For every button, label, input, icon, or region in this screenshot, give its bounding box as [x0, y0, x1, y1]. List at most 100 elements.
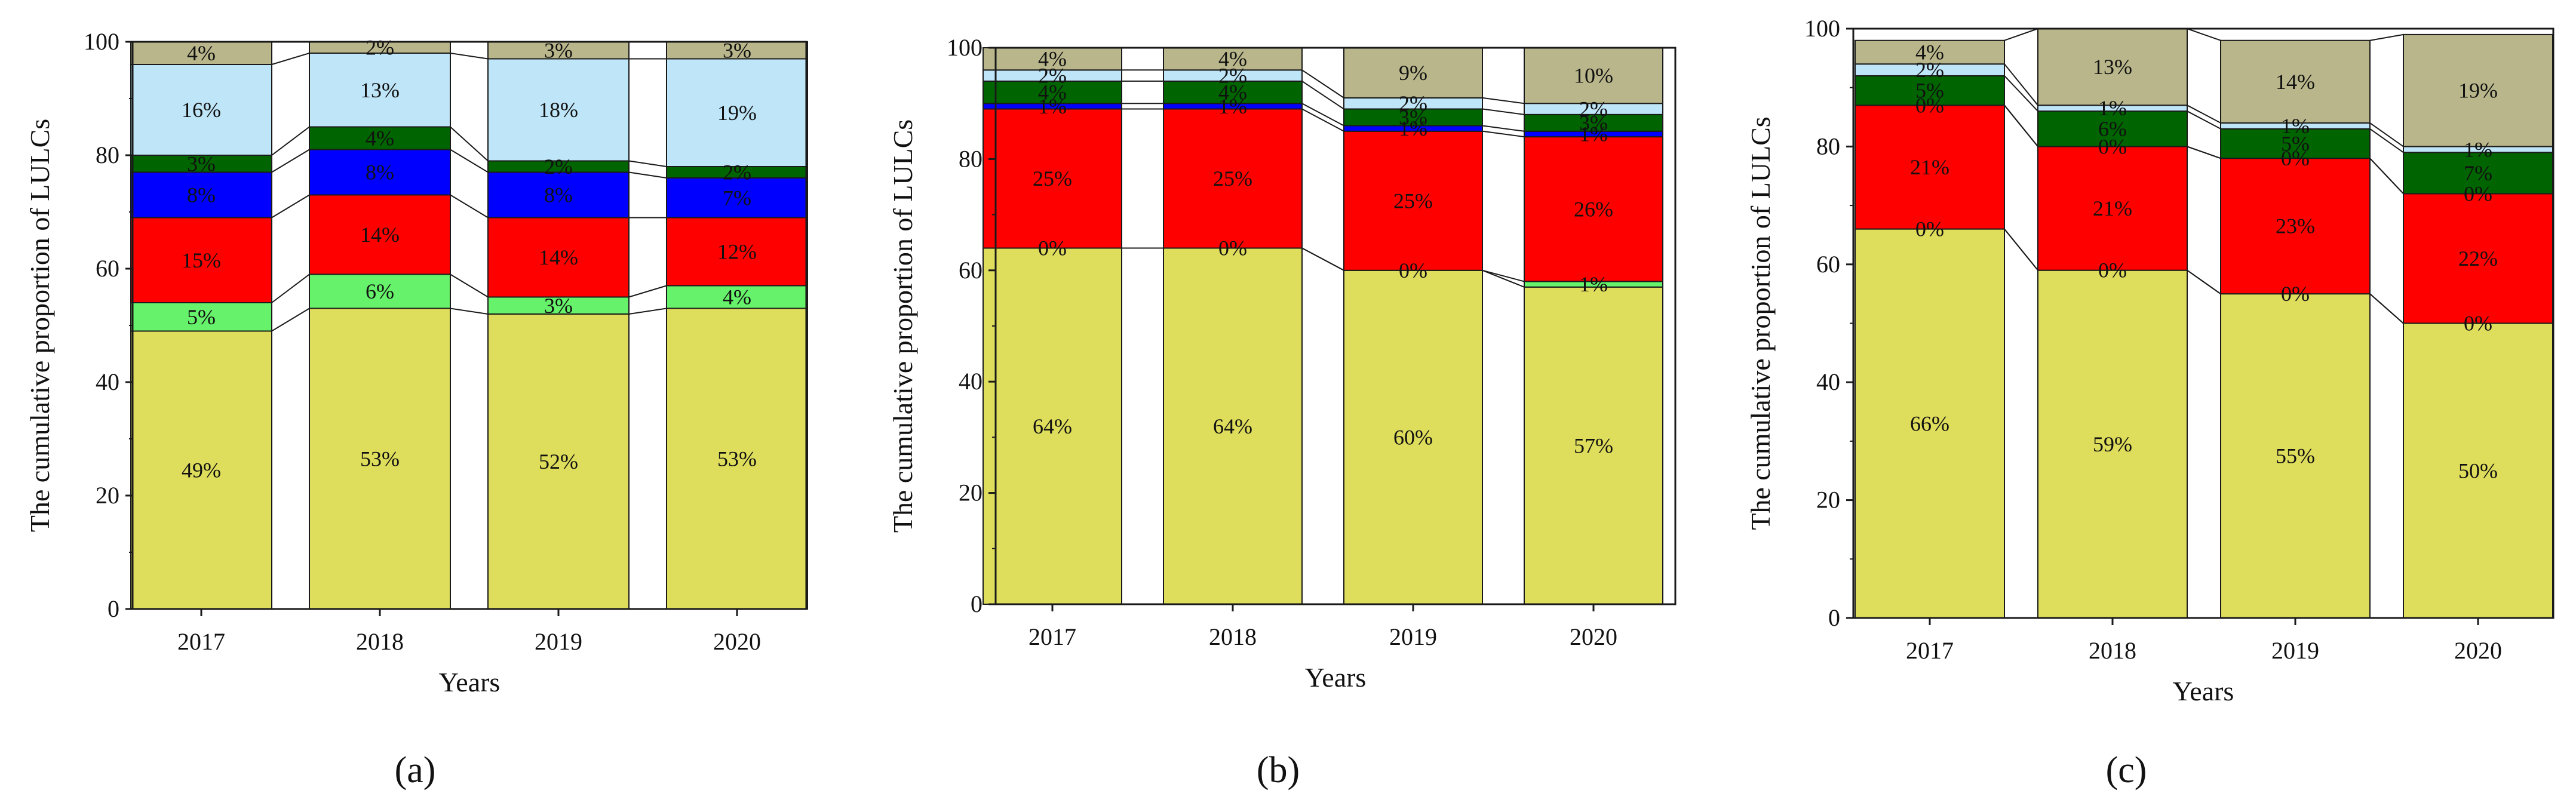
- x-ticks-a: 2017 2018 2019 2020: [177, 609, 761, 655]
- data-label-c-2019-cat5: 5%: [2281, 131, 2310, 155]
- y-tick-label-c-0: 0: [1828, 604, 1840, 631]
- connector-line-a-2-0: [628, 307, 667, 315]
- x-tick-label-c-2017: 2017: [1906, 637, 1954, 664]
- bar-a-2019-cat2: [487, 296, 630, 315]
- y-tick-label-b-40: 40: [959, 368, 982, 395]
- x-tick-label-b-2019: 2019: [1389, 623, 1437, 650]
- bar-b-2017-cat5: [982, 80, 1122, 104]
- y-tick-label-b-80: 80: [959, 145, 982, 172]
- data-label-c-2019-cat2: 0%: [2281, 282, 2310, 306]
- bar-b-2019-cat1: [1343, 269, 1483, 605]
- data-label-a-2017-cat1: 49%: [182, 458, 221, 482]
- connector-line-c-1-6: [2187, 28, 2221, 41]
- x-tick-label-a-2017: 2017: [177, 628, 225, 655]
- connector-line-a-1-2: [450, 194, 489, 219]
- data-label-c-2018-cat5: 6%: [2098, 117, 2127, 141]
- connector-line-a-2-4: [628, 160, 667, 167]
- connector-line-a-2-3: [628, 171, 667, 179]
- data-label-b-2019-cat2: 0%: [1399, 259, 1427, 282]
- data-label-c-2020-cat6: 1%: [2464, 137, 2492, 161]
- bar-a-2019-cat4: [487, 171, 630, 219]
- y-axis-title-c: The cumulative proportion of LULCs: [1745, 116, 1776, 530]
- data-label-b-2020-cat5: 3%: [1579, 111, 1608, 135]
- data-label-c-2019-cat4: 0%: [2281, 146, 2310, 170]
- panel-label-b: (b): [1257, 750, 1300, 791]
- x-axis-title-c: Years: [2173, 676, 2234, 706]
- data-label-b-2018-cat4: 1%: [1218, 94, 1247, 118]
- data-label-b-2017-cat1: 64%: [1033, 414, 1072, 438]
- data-label-a-2018-cat3: 14%: [360, 223, 400, 247]
- y-tick-label-c-40: 40: [1816, 368, 1840, 395]
- data-label-c-2017-cat5: 5%: [1915, 79, 1944, 103]
- data-label-a-2020-cat5: 2%: [723, 161, 751, 184]
- data-label-a-2020-cat3: 12%: [717, 240, 757, 264]
- data-label-a-2020-cat4: 7%: [723, 186, 751, 210]
- connector-line-c-2-3: [2369, 158, 2404, 195]
- y-ticks-a: 0 20 40 60 80 100: [84, 28, 133, 622]
- data-label-a-2020-cat2: 4%: [723, 285, 751, 309]
- connector-line-c-1-4: [2187, 110, 2221, 130]
- connector-line-b-1-1: [1301, 247, 1344, 271]
- bar-b-2018-cat3: [1163, 108, 1303, 249]
- y-tick-label-c-80: 80: [1816, 133, 1840, 159]
- connector-line-a-0-1: [271, 273, 310, 303]
- y-axis-title-a: The cumulative proportion of LULCs: [24, 119, 55, 532]
- data-label-b-2018-cat3: 25%: [1213, 167, 1252, 190]
- data-label-b-2017-cat5: 4%: [1038, 81, 1067, 104]
- data-label-c-2018-cat4: 0%: [2098, 134, 2127, 158]
- bar-b-2020-cat7: [1524, 47, 1663, 104]
- data-label-c-2017-cat4: 0%: [1915, 93, 1944, 117]
- connector-line-b-1-4: [1301, 81, 1344, 110]
- bar-a-2019-cat3: [487, 217, 630, 298]
- bar-a-2020-cat4: [666, 177, 808, 219]
- data-label-b-2019-cat4: 1%: [1399, 116, 1427, 140]
- data-label-a-2017-cat7: 4%: [187, 41, 216, 65]
- x-tick-label-b-2018: 2018: [1209, 623, 1257, 650]
- bar-c-2018-cat1: [2037, 269, 2188, 619]
- bar-b-2020-cat3: [1524, 136, 1663, 282]
- panel-label-a: (a): [395, 750, 436, 791]
- bar-c-2019-cat1: [2220, 293, 2371, 619]
- data-label-c-2019-cat7: 14%: [2276, 70, 2315, 94]
- chart-panel-b: 64% 0% 25% 1% 4% 2% 4% 64% 0% 25% 1% 4% 2% 4% 60% 0% 25%…: [860, 0, 1720, 812]
- data-label-a-2019-cat4: 8%: [544, 183, 573, 207]
- chart-panel-c: 66% 0% 21% 0% 5% 2% 4% 59% 0% 21% 0% 6% 1% 13% 55% 0% 23…: [1720, 0, 2576, 812]
- connector-line-c-1-5: [2187, 104, 2221, 124]
- data-label-b-2020-cat2: 1%: [1579, 272, 1608, 296]
- panel-label-c: (c): [2106, 750, 2147, 791]
- chart-b-svg: 64%0%25%1%4%2%4%64%0%25%1%4%2%4%60%0%25%…: [888, 34, 1677, 791]
- bar-a-2020-cat6: [666, 58, 808, 167]
- connector-lines-c: [2004, 28, 2404, 324]
- data-label-b-2020-cat6: 2%: [1579, 97, 1608, 121]
- bar-a-2018-cat5: [309, 126, 451, 150]
- x-ticks-b: 2017 2018 2019 2020: [1028, 604, 1617, 650]
- data-label-b-2020-cat4: 1%: [1579, 122, 1608, 146]
- data-label-a-2020-cat6: 19%: [717, 101, 757, 125]
- data-label-a-2019-cat3: 14%: [539, 245, 578, 269]
- bar-a-2017-cat6: [130, 64, 272, 156]
- data-label-a-2019-cat1: 52%: [539, 450, 578, 473]
- data-label-c-2019-cat3: 23%: [2276, 214, 2315, 238]
- data-label-c-2020-cat3: 22%: [2458, 247, 2498, 270]
- connector-lines-b: [1122, 47, 1525, 288]
- connector-line-a-1-5: [450, 53, 489, 60]
- chart-c-svg: 66%0%21%0%5%2%4%59%0%21%0%6%1%13%55%0%23…: [1745, 15, 2554, 791]
- data-label-c-2017-cat1: 66%: [1910, 411, 1949, 435]
- connector-line-c-0-5: [2004, 63, 2038, 106]
- connector-line-a-1-3: [450, 149, 489, 173]
- connector-line-a-0-3: [271, 149, 310, 173]
- y-axis-title-b: The cumulative proportion of LULCs: [888, 119, 918, 533]
- connector-line-c-2-4: [2369, 128, 2404, 153]
- bar-b-2018-cat5: [1163, 80, 1303, 104]
- y-tick-label-c-100: 100: [1804, 15, 1840, 42]
- y-tick-label-c-60: 60: [1816, 251, 1840, 278]
- data-label-c-2018-cat7: 13%: [2093, 55, 2132, 79]
- data-label-a-2017-cat2: 5%: [187, 305, 216, 329]
- data-label-a-2018-cat5: 4%: [366, 127, 394, 150]
- bar-c-2019-cat3: [2220, 158, 2371, 295]
- data-label-c-2017-cat2: 0%: [1915, 217, 1944, 241]
- y-ticks-c: 0 20 40 60 80 100: [1804, 15, 1853, 631]
- x-tick-label-c-2020: 2020: [2454, 637, 2502, 664]
- connector-line-a-1-4: [450, 126, 489, 162]
- bar-c-2020-cat1: [2403, 322, 2553, 619]
